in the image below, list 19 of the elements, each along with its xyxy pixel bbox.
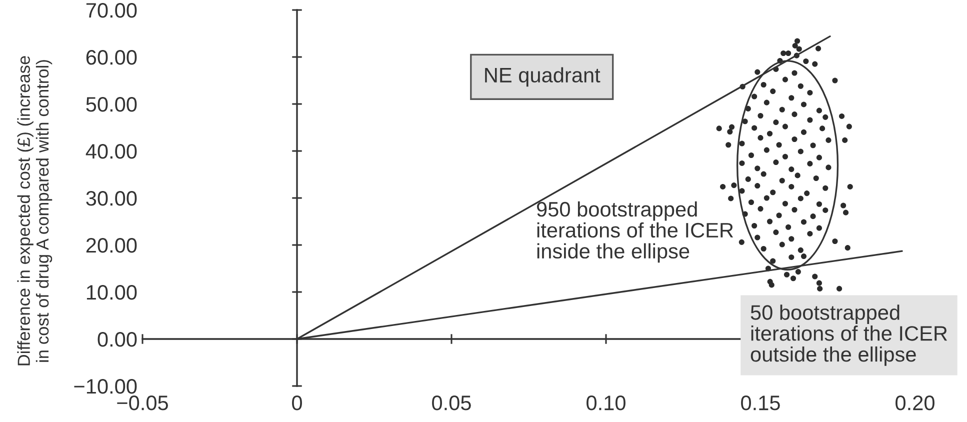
y-tick-label: 40.00 [86,144,137,159]
annotation: NE quadrant [485,67,600,87]
x-tick-label: 0.10 [586,396,626,410]
annotation: 50 bootstrapped iterations of the ICER outside the ellipse [750,304,948,366]
y-tick-label: 0.00 [98,332,137,347]
y-tick-label: 50.00 [86,97,137,112]
x-tick-label: 0.05 [432,396,471,410]
y-tick-label: −10.00 [74,379,137,394]
annotation: 950 bootstrapped iterations of the ICER inside the ellipse [536,201,734,263]
y-tick-label: 20.00 [86,238,137,253]
x-tick-label: −0.05 [117,396,168,410]
y-tick-label: 10.00 [86,285,137,300]
y-axis-title: Difference in expected cost (£) (increase in cost of drug A compared with control) [17,56,52,366]
y-tick-label: 30.00 [86,191,137,206]
x-tick-label: 0.15 [741,396,780,410]
x-tick-label: 0.20 [896,396,934,410]
y-tick-label: 60.00 [86,50,137,65]
y-tick-label: 70.00 [86,3,137,18]
x-tick-label: 0 [292,396,302,410]
